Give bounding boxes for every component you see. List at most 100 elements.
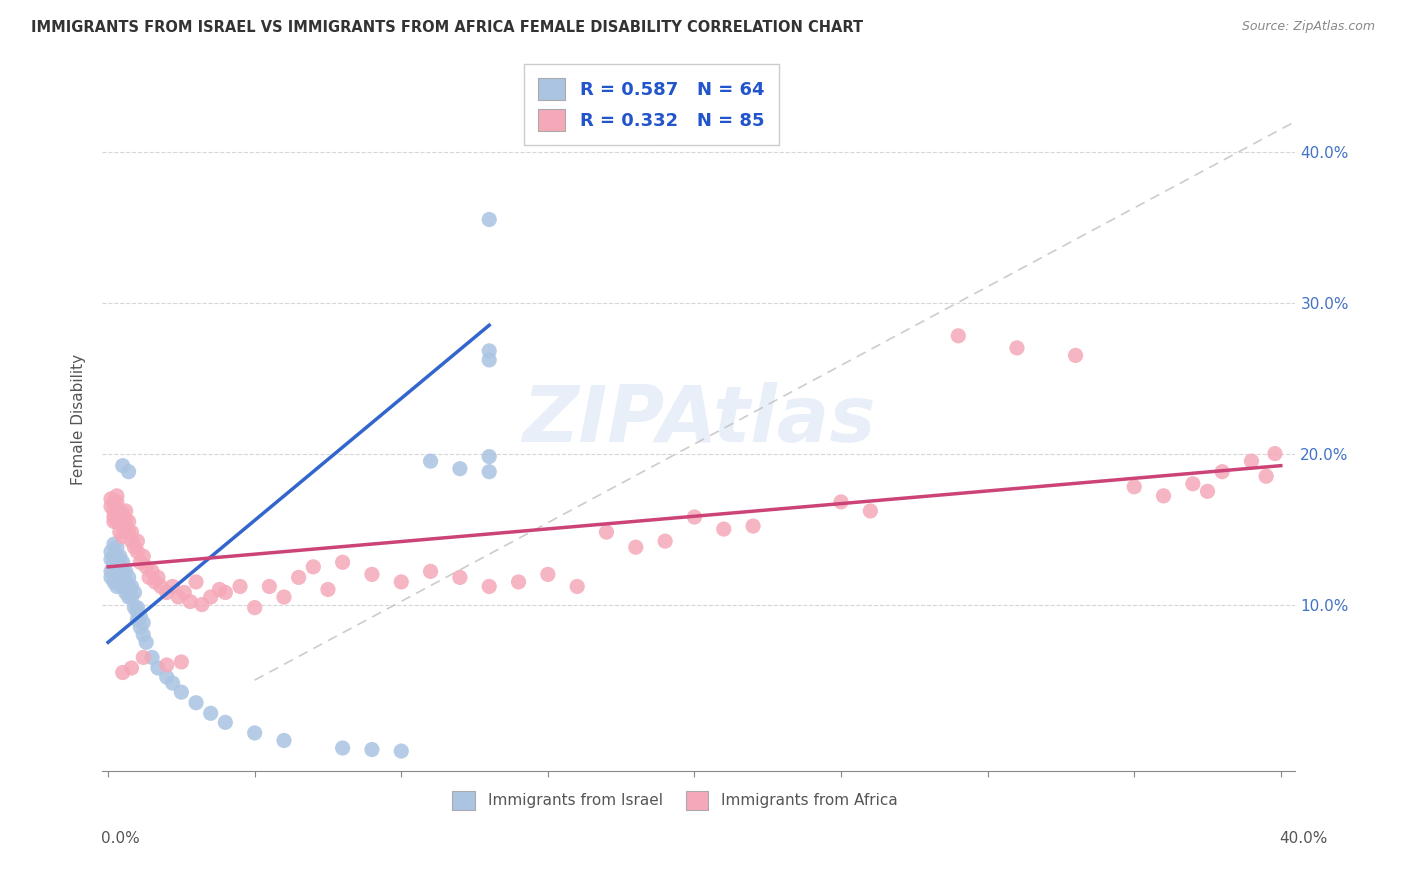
Point <box>332 741 354 756</box>
Point <box>595 525 617 540</box>
Point <box>229 579 252 593</box>
Point <box>121 525 143 540</box>
Point <box>208 582 231 597</box>
Point <box>191 598 214 612</box>
Point <box>478 579 501 593</box>
Point <box>121 590 143 604</box>
Point <box>624 540 647 554</box>
Point <box>108 559 131 574</box>
Point <box>105 489 128 503</box>
Point <box>830 495 852 509</box>
Point <box>114 585 136 599</box>
Point <box>1197 484 1219 499</box>
Point <box>170 685 193 699</box>
Point <box>135 559 157 574</box>
Point <box>156 657 179 672</box>
Point <box>162 676 184 690</box>
Point <box>132 549 155 564</box>
Point <box>105 555 128 569</box>
Point <box>108 549 131 564</box>
Point <box>273 590 295 604</box>
Point <box>117 579 139 593</box>
Point <box>124 585 146 599</box>
Point <box>111 570 134 584</box>
Point <box>129 555 152 569</box>
Point <box>167 590 190 604</box>
Point <box>111 565 134 579</box>
Point <box>108 574 131 589</box>
Point <box>478 212 501 227</box>
Point <box>419 454 441 468</box>
Point <box>103 555 125 569</box>
Point <box>105 579 128 593</box>
Point <box>124 600 146 615</box>
Point <box>103 549 125 564</box>
Point <box>508 574 530 589</box>
Point <box>103 510 125 524</box>
Point <box>105 559 128 574</box>
Point <box>156 585 179 599</box>
Text: IMMIGRANTS FROM ISRAEL VS IMMIGRANTS FROM AFRICA FEMALE DISABILITY CORRELATION C: IMMIGRANTS FROM ISRAEL VS IMMIGRANTS FRO… <box>31 20 863 35</box>
Point <box>117 515 139 529</box>
Point <box>100 491 122 506</box>
Point <box>173 585 195 599</box>
Point <box>1064 348 1087 362</box>
Point <box>103 537 125 551</box>
Point <box>100 565 122 579</box>
Point <box>121 534 143 549</box>
Point <box>1181 476 1204 491</box>
Point <box>111 519 134 533</box>
Point <box>214 585 236 599</box>
Point <box>105 570 128 584</box>
Point <box>449 461 471 475</box>
Point <box>121 579 143 593</box>
Point <box>111 507 134 521</box>
Point <box>259 579 281 593</box>
Point <box>129 609 152 624</box>
Point <box>114 504 136 518</box>
Text: ZIPAtlas: ZIPAtlas <box>522 382 876 458</box>
Point <box>149 579 172 593</box>
Point <box>332 555 354 569</box>
Point <box>105 507 128 521</box>
Point <box>179 594 201 608</box>
Point <box>114 525 136 540</box>
Point <box>108 567 131 582</box>
Point <box>105 495 128 509</box>
Point <box>100 570 122 584</box>
Point <box>129 620 152 634</box>
Point <box>419 565 441 579</box>
Point <box>103 504 125 518</box>
Point <box>478 343 501 358</box>
Point <box>273 733 295 747</box>
Point <box>654 534 676 549</box>
Point <box>1123 480 1146 494</box>
Point <box>127 600 149 615</box>
Point <box>1211 465 1233 479</box>
Point <box>302 559 325 574</box>
Point <box>156 670 179 684</box>
Point <box>138 570 160 584</box>
Point <box>132 650 155 665</box>
Point <box>111 555 134 569</box>
Point <box>1264 446 1286 460</box>
Point <box>127 613 149 627</box>
Point <box>100 545 122 559</box>
Point <box>111 579 134 593</box>
Point <box>111 665 134 680</box>
Point <box>449 570 471 584</box>
Point <box>127 605 149 619</box>
Point <box>105 549 128 564</box>
Point <box>361 567 384 582</box>
Point <box>108 555 131 569</box>
Point <box>127 545 149 559</box>
Point <box>478 450 501 464</box>
Point <box>200 706 222 721</box>
Point <box>859 504 882 518</box>
Point <box>108 510 131 524</box>
Point <box>567 579 589 593</box>
Point <box>146 570 169 584</box>
Point <box>1153 489 1175 503</box>
Point <box>108 525 131 540</box>
Point <box>316 582 339 597</box>
